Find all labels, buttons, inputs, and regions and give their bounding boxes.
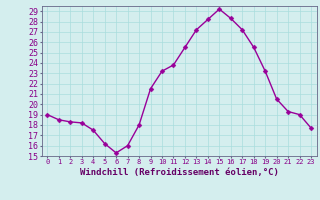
X-axis label: Windchill (Refroidissement éolien,°C): Windchill (Refroidissement éolien,°C) <box>80 168 279 177</box>
